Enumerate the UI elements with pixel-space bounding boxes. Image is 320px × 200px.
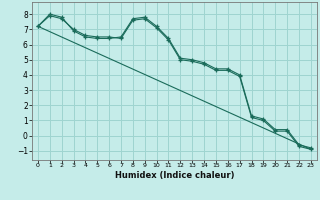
X-axis label: Humidex (Indice chaleur): Humidex (Indice chaleur): [115, 171, 234, 180]
